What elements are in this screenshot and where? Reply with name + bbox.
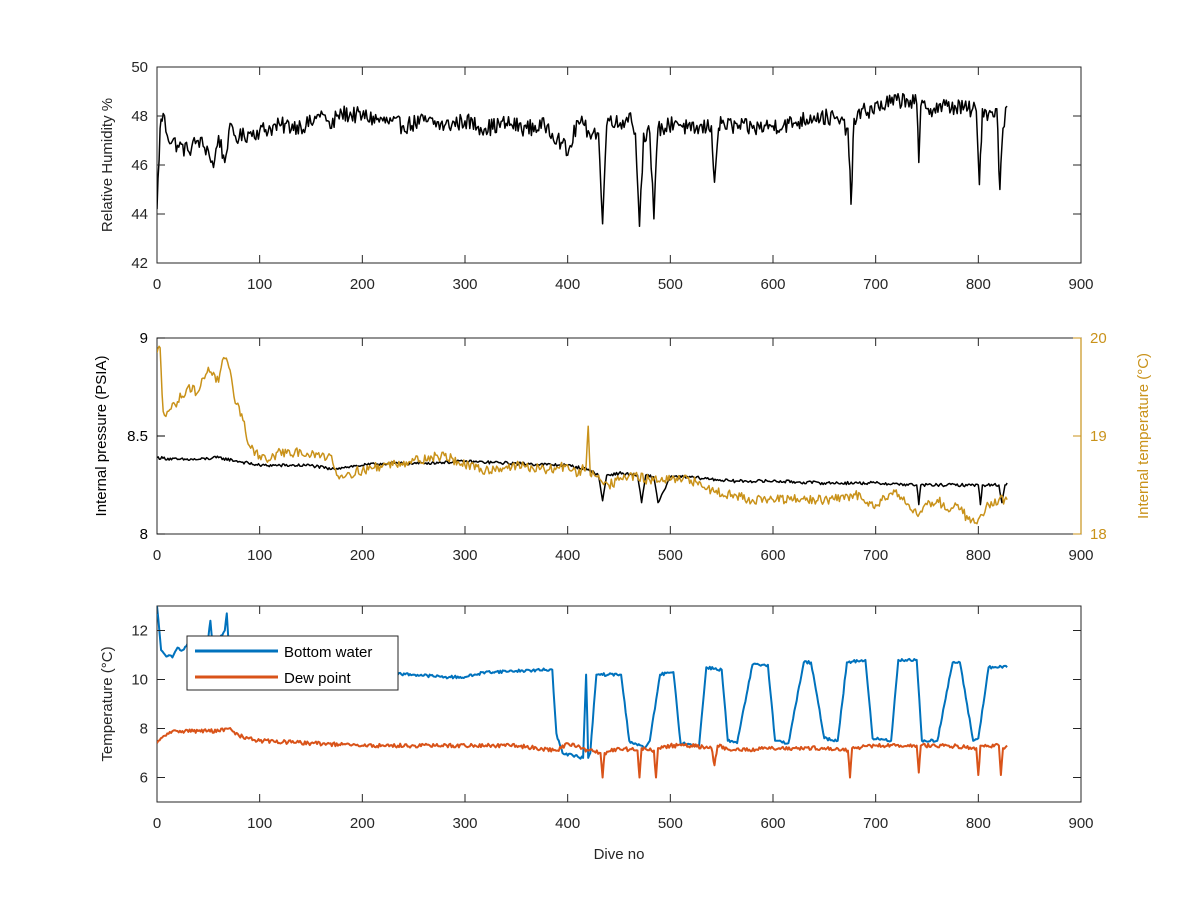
x-tick-label: 700: [863, 276, 888, 293]
x-tick-label: 500: [658, 276, 683, 293]
internal-temperature-axis-label: Internal temperature (°C): [1135, 353, 1152, 519]
x-tick-label: 300: [452, 547, 477, 564]
x-tick-label: 200: [350, 815, 375, 832]
y-tick-label: 9: [140, 330, 148, 347]
y-tick-label: 44: [131, 206, 148, 223]
humidity-y-axis-label: Relative Humidity %: [99, 98, 116, 232]
x-tick-label: 100: [247, 547, 272, 564]
x-tick-label: 0: [153, 815, 161, 832]
x-tick-label: 800: [966, 276, 991, 293]
x-tick-label: 900: [1068, 815, 1093, 832]
pressure-x-axis: 0 100 200 300 400 500 600 700 800 900: [153, 338, 1094, 564]
pressure-y-axis-label: Internal pressure (PSIA): [93, 356, 110, 517]
x-tick-label: 500: [658, 547, 683, 564]
temperature-y2-axis: 18 19 20: [1073, 330, 1107, 543]
x-tick-label: 0: [153, 547, 161, 564]
legend-label-dew-point: Dew point: [284, 670, 352, 687]
y2-tick-label: 18: [1090, 526, 1107, 543]
temperature-x-axis: 0 100 200 300 400 500 600 700 800 900: [153, 606, 1094, 832]
x-tick-label: 600: [760, 276, 785, 293]
temperature-legend: Bottom water Dew point: [186, 635, 399, 691]
x-tick-label: 100: [247, 276, 272, 293]
temperature-plot-area: [156, 605, 1082, 803]
x-tick-label: 900: [1068, 547, 1093, 564]
y-tick-label: 46: [131, 157, 148, 174]
legend-label-bottom-water: Bottom water: [284, 644, 372, 661]
y-tick-label: 48: [131, 108, 148, 125]
y-tick-label: 42: [131, 255, 148, 272]
pressure-plot-area: [156, 337, 1082, 535]
y-tick-label: 50: [131, 59, 148, 76]
y-tick-label: 6: [140, 770, 148, 787]
legend-box: [186, 635, 399, 691]
humidity-series-layer: [157, 92, 1008, 228]
temperature-panel: 0 100 200 300 400 500 600 700 800 900 6 8 10 12 Temp…: [99, 605, 1094, 863]
y-tick-label: 8.5: [127, 428, 148, 445]
y-tick-label: 8: [140, 526, 148, 543]
humidity-panel: 0 100 200 300 400 500 600 700 800 900 4244464850 …: [99, 59, 1094, 293]
x-tick-label: 300: [452, 276, 477, 293]
x-tick-label: 500: [658, 815, 683, 832]
x-tick-label: 300: [452, 815, 477, 832]
y2-tick-label: 20: [1090, 330, 1107, 347]
x-tick-label: 600: [760, 547, 785, 564]
dive-no-axis-label: Dive no: [594, 846, 645, 863]
x-tick-label: 400: [555, 547, 580, 564]
x-tick-label: 800: [966, 547, 991, 564]
x-tick-label: 700: [863, 547, 888, 564]
temperature-y-axis: 6 8 10 12: [131, 623, 1081, 787]
pressure-panel: 0 100 200 300 400 500 600 700 800 900 88.59 18192…: [93, 330, 1152, 564]
y-tick-label: 12: [131, 623, 148, 640]
y-tick-label: 10: [131, 672, 148, 689]
x-tick-label: 100: [247, 815, 272, 832]
x-tick-label: 0: [153, 276, 161, 293]
humidity-humidity-line: [157, 92, 1008, 228]
x-tick-label: 600: [760, 815, 785, 832]
pressure-pressure-line: [157, 455, 1008, 506]
y2-tick-label: 19: [1090, 428, 1107, 445]
humidity-y-axis: 42 44 46 48 50: [131, 59, 1081, 272]
x-tick-label: 400: [555, 815, 580, 832]
x-tick-label: 700: [863, 815, 888, 832]
temperature-y-axis-label: Temperature (°C): [99, 646, 116, 761]
pressure-y-axis: 88.59: [127, 330, 165, 543]
x-tick-label: 200: [350, 547, 375, 564]
x-tick-label: 900: [1068, 276, 1093, 293]
y-tick-label: 8: [140, 721, 148, 738]
temperature-dew-point-line: [157, 727, 1008, 779]
pressure-internal-temperature-line: [157, 345, 1008, 525]
x-tick-label: 400: [555, 276, 580, 293]
humidity-plot-area: [156, 66, 1082, 264]
x-tick-label: 800: [966, 815, 991, 832]
humidity-x-axis: 0 100 200 300 400 500 600 700 800 900: [153, 67, 1094, 293]
x-tick-label: 200: [350, 276, 375, 293]
pressure-series-layer: [157, 345, 1008, 525]
